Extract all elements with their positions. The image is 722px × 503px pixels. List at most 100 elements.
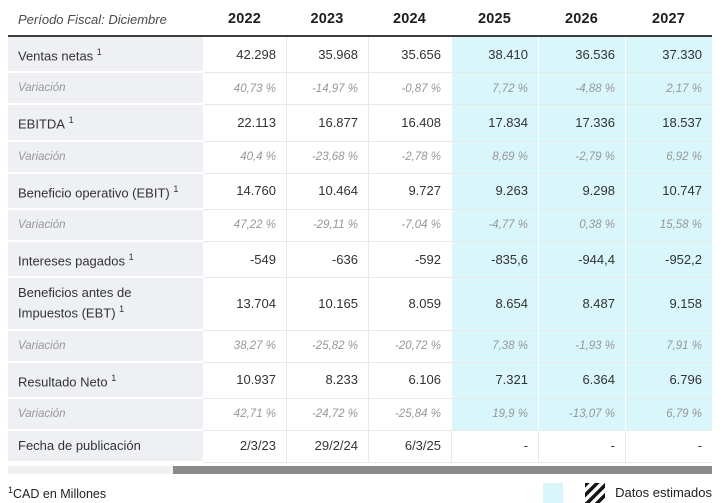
table-row: Intereses pagados 1 -549 -636 -592 -835,6 -94…	[8, 241, 712, 279]
value-cell: 6.796	[625, 362, 712, 399]
period-fiscal-label: Período Fiscal: Diciembre	[8, 4, 203, 37]
year-column-header: 2024	[368, 4, 451, 37]
value-cell: 29/2/24	[286, 430, 368, 463]
value-cell: 38,27 %	[203, 330, 286, 363]
table-row: Beneficio operativo (EBIT) 1 14.760 10.464…	[8, 173, 712, 210]
table-row: Ventas netas 1 42.298 35.968 35.656 38.410 36…	[8, 37, 712, 74]
value-cell: 6.364	[538, 362, 625, 399]
value-cell: -	[451, 430, 538, 463]
estimated-hatch-swatch-icon	[585, 482, 606, 503]
value-cell: -23,68 %	[286, 141, 368, 174]
table-row: Variación 38,27 % -25,82 % -20,72 % 7,38 % -1…	[8, 330, 712, 363]
value-cell: 36.536	[538, 37, 625, 74]
value-cell: -4,77 %	[451, 209, 538, 242]
row-label: Variación	[8, 398, 203, 431]
value-cell: 37.330	[625, 37, 712, 74]
value-cell: -29,11 %	[286, 209, 368, 242]
value-cell: -2,79 %	[538, 141, 625, 174]
value-cell: 0,38 %	[538, 209, 625, 242]
value-cell: 8.059	[368, 278, 451, 331]
row-label: Variación	[8, 141, 203, 174]
value-cell: 8.654	[451, 278, 538, 331]
value-cell: 6,92 %	[625, 141, 712, 174]
year-column-header: 2027	[625, 4, 712, 37]
financial-estimates-table: Período Fiscal: Diciembre 2022 2023 2024 20…	[8, 4, 712, 463]
value-cell: -7,04 %	[368, 209, 451, 242]
value-cell: -24,72 %	[286, 398, 368, 431]
row-label: EBITDA 1	[8, 105, 203, 142]
table-footer: 1CAD en Millones Datos estimados	[8, 482, 712, 503]
table-row: EBITDA 1 22.113 16.877 16.408 17.834 17.336 18…	[8, 105, 712, 142]
horizontal-scrollbar-thumb[interactable]	[173, 465, 712, 474]
value-cell: 18.537	[625, 105, 712, 142]
year-column-header: 2025	[451, 4, 538, 37]
value-cell: 8.233	[286, 362, 368, 399]
value-cell: -	[625, 430, 712, 463]
row-label: Beneficio operativo (EBIT) 1	[8, 173, 203, 210]
value-cell: 10.165	[286, 278, 368, 331]
horizontal-scrollbar-track[interactable]	[8, 465, 712, 474]
value-cell: -835,6	[451, 241, 538, 279]
table-row: Variación 42,71 % -24,72 % -25,84 % 19,9 % -1…	[8, 398, 712, 431]
table-row: Resultado Neto 1 10.937 8.233 6.106 7.321 6.3…	[8, 362, 712, 399]
value-cell: 40,4 %	[203, 141, 286, 174]
value-cell: -4,88 %	[538, 73, 625, 106]
value-cell: 7,72 %	[451, 73, 538, 106]
value-cell: 42.298	[203, 37, 286, 74]
legend-label: Datos estimados	[615, 485, 712, 501]
value-cell: 7,38 %	[451, 330, 538, 363]
value-cell: 13.704	[203, 278, 286, 331]
value-cell: 10.937	[203, 362, 286, 399]
row-label: Intereses pagados 1	[8, 241, 203, 279]
value-cell: 19,9 %	[451, 398, 538, 431]
table-body: Ventas netas 1 42.298 35.968 35.656 38.410 36…	[8, 37, 712, 463]
value-cell: 8.487	[538, 278, 625, 331]
year-column-header: 2026	[538, 4, 625, 37]
value-cell: 35.968	[286, 37, 368, 74]
table-row: Beneficios antes de Impuestos (EBT) 1 13.…	[8, 278, 712, 331]
value-cell: 38.410	[451, 37, 538, 74]
value-cell: 9.263	[451, 173, 538, 210]
row-label: Variación	[8, 73, 203, 106]
value-cell: 7.321	[451, 362, 538, 399]
row-label: Ventas netas 1	[8, 37, 203, 74]
value-cell: 9.158	[625, 278, 712, 331]
table-row: Variación 40,73 % -14,97 % -0,87 % 7,72 % -4,…	[8, 73, 712, 106]
value-cell: -2,78 %	[368, 141, 451, 174]
value-cell: 9.298	[538, 173, 625, 210]
value-cell: -13,07 %	[538, 398, 625, 431]
value-cell: -25,82 %	[286, 330, 368, 363]
value-cell: -549	[203, 241, 286, 279]
units-footnote: 1CAD en Millones	[8, 485, 106, 501]
footnote-text: CAD en Millones	[13, 487, 107, 502]
value-cell: 2,17 %	[625, 73, 712, 106]
value-cell: 6/3/25	[368, 430, 451, 463]
table-row: Variación 47,22 % -29,11 % -7,04 % -4,77 % 0,…	[8, 209, 712, 242]
estimated-data-legend: Datos estimados	[543, 482, 712, 503]
value-cell: -14,97 %	[286, 73, 368, 106]
value-cell: -0,87 %	[368, 73, 451, 106]
value-cell: 6.106	[368, 362, 451, 399]
estimated-cyan-swatch-icon	[543, 482, 564, 503]
value-cell: -	[538, 430, 625, 463]
row-label: Resultado Neto 1	[8, 362, 203, 399]
table-row: Fecha de publicación 2/3/23 29/2/24 6/3/25-…	[8, 430, 712, 463]
year-column-header: 2023	[286, 4, 368, 37]
value-cell: 2/3/23	[203, 430, 286, 463]
value-cell: 10.747	[625, 173, 712, 210]
value-cell: 16.877	[286, 105, 368, 142]
value-cell: -20,72 %	[368, 330, 451, 363]
row-label: Fecha de publicación	[8, 430, 203, 463]
value-cell: 6,79 %	[625, 398, 712, 431]
value-cell: 17.336	[538, 105, 625, 142]
value-cell: -944,4	[538, 241, 625, 279]
fiscal-data-table: Período Fiscal: Diciembre 2022 2023 2024 20…	[8, 4, 712, 463]
value-cell: 35.656	[368, 37, 451, 74]
year-column-header: 2022	[203, 4, 286, 37]
value-cell: 22.113	[203, 105, 286, 142]
value-cell: 9.727	[368, 173, 451, 210]
value-cell: 10.464	[286, 173, 368, 210]
value-cell: 15,58 %	[625, 209, 712, 242]
value-cell: -1,93 %	[538, 330, 625, 363]
value-cell: 40,73 %	[203, 73, 286, 106]
